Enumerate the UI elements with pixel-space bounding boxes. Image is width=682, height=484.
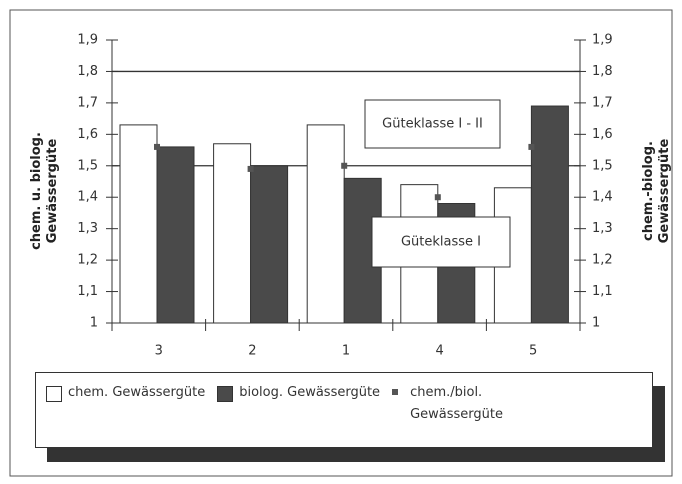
legend-label: chem. Gewässergüte — [68, 385, 206, 400]
point-marker — [434, 194, 441, 201]
point-marker — [528, 143, 535, 150]
y2-tick-label: 1,8 — [592, 64, 613, 79]
annotation: Güteklasse I — [401, 235, 481, 250]
y-tick-label: 1,1 — [77, 284, 98, 299]
legend-swatch — [217, 386, 234, 402]
y-tick-label: 1,9 — [77, 33, 98, 48]
frame — [9, 9, 673, 477]
bar — [213, 143, 252, 324]
x-tick-label: 1 — [342, 344, 350, 359]
y2-tick-label: 1,3 — [592, 221, 613, 236]
bar — [156, 146, 195, 324]
y-tick-label: 1,3 — [77, 221, 98, 236]
y-tick-label: 1,4 — [77, 190, 98, 205]
legend-label: chem./biol. Gewässergüte — [410, 385, 503, 422]
y2-tick-label: 1,4 — [592, 190, 613, 205]
annotation-box — [371, 216, 511, 268]
bar — [119, 124, 158, 324]
y2-tick-label: 1 — [592, 316, 600, 331]
bar — [250, 165, 289, 324]
y-tick-label: 1,6 — [77, 127, 98, 142]
bar — [530, 105, 569, 324]
y2-tick-label: 1,2 — [592, 253, 613, 268]
x-tick-label: 5 — [529, 344, 537, 359]
legend-swatch — [46, 386, 62, 402]
y-tick-label: 1,8 — [77, 64, 98, 79]
legend-label: biolog. Gewässergüte — [239, 385, 381, 400]
y2-tick-label: 1,5 — [592, 158, 613, 173]
y2-tick-label: 1,6 — [592, 127, 613, 142]
point-marker — [247, 165, 254, 172]
y2-tick-label: 1,7 — [592, 95, 613, 110]
bar — [306, 124, 345, 324]
annotation-box — [364, 99, 501, 149]
legend-swatch — [392, 389, 399, 395]
legend-item: chem./biol. Gewässergüte — [392, 385, 540, 426]
y2-axis-label: chem.-biolog. Gewässergüte — [641, 138, 672, 244]
y-tick-label: 1 — [90, 316, 98, 331]
point-marker — [341, 162, 348, 169]
legend: chem. Gewässergüte biolog. Gewässergüte ch… — [35, 372, 653, 448]
y-axis-label: chem. u. biolog. Gewässergüte — [29, 132, 60, 250]
y2-tick-label: 1,1 — [592, 284, 613, 299]
y-tick-label: 1,2 — [77, 253, 98, 268]
legend-item: chem. Gewässergüte — [46, 385, 205, 402]
x-tick-label: 2 — [248, 344, 256, 359]
y2-tick-label: 1,9 — [592, 33, 613, 48]
x-tick-label: 4 — [435, 344, 443, 359]
legend-item: biolog. Gewässergüte — [217, 385, 380, 402]
point-marker — [154, 143, 160, 150]
annotation: Güteklasse I - II — [382, 117, 483, 132]
y-tick-label: 1,7 — [77, 95, 98, 110]
x-tick-label: 3 — [155, 344, 163, 359]
y-tick-label: 1,5 — [77, 158, 98, 173]
